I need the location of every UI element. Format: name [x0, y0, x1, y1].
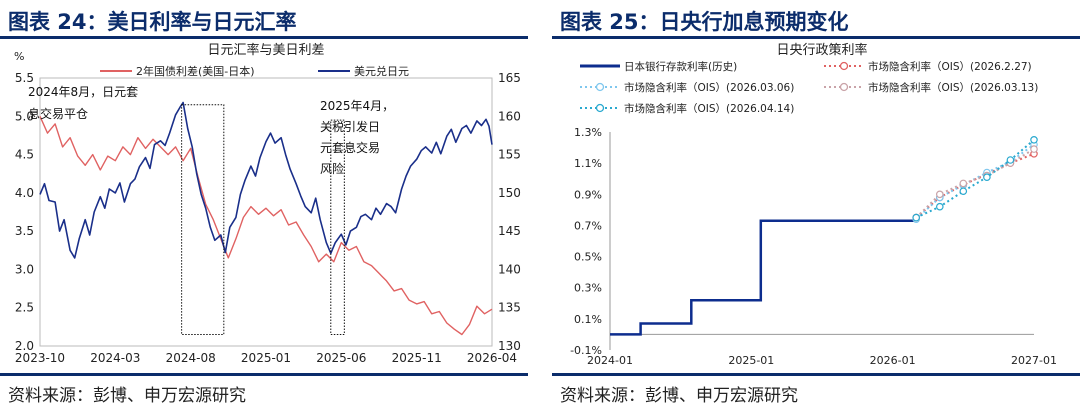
x-tick-label: 2027-01 — [1011, 354, 1057, 367]
boj-policy-rate-chart: 日央行政策利率 -0.1% 0.1% 0.3% 0.5% 0.7% 0.9% 1.1% 1.3%… — [570, 42, 1057, 367]
rate-diff-fx-chart: 日元汇率与美日利差% 2.0 2.5 3.0 3.5 4.0 4.5 5.0 5.5 130 135… — [14, 42, 521, 365]
x-tick-label: 2025-01 — [241, 351, 291, 365]
series-line-usdjpy — [39, 101, 493, 259]
annotation-text-2: 风险 — [320, 161, 344, 176]
y-right-tick-label: 140 — [498, 262, 521, 276]
annotation-text-2: 关税引发日 — [320, 119, 380, 134]
legend-label: 日本银行存款利率(历史) — [624, 60, 737, 73]
legend-label: 市场隐含利率（OIS）(2026.04.14) — [624, 102, 794, 115]
x-tick-label: 2025-01 — [728, 354, 774, 367]
legend-label-rate-diff: 2年国债利差(美国-日本) — [136, 64, 255, 78]
figure-24-title: 图表 24：美日利率与日元汇率 — [8, 10, 297, 34]
chart-title: 日央行政策利率 — [776, 42, 867, 58]
annotation-text-1: 2024年8月，日元套 — [28, 85, 138, 99]
series-point-ois — [959, 179, 968, 188]
figure-24-bottom-rule — [0, 373, 528, 376]
series-line-ois — [915, 152, 1035, 219]
legend-marker-ois — [595, 82, 605, 92]
y-left-tick-label: 4.0 — [15, 186, 34, 200]
series-point-ois — [1030, 136, 1038, 144]
y-right-tick-label: 130 — [498, 339, 521, 353]
series-point-ois — [912, 213, 921, 222]
figure-25-source: 资料来源：彭博、申万宏源研究 — [560, 386, 798, 406]
x-tick-label: 2026-01 — [870, 354, 916, 367]
x-tick-label: 2025-11 — [392, 351, 442, 365]
figure-25-bottom-rule — [552, 373, 1080, 376]
figure-24-panel: 图表 24：美日利率与日元汇率 日元汇率与美日利差% 2.0 2.5 3.0 3.5 4.… — [0, 0, 528, 408]
series-point-ois — [935, 202, 944, 211]
annotation-box-1 — [181, 104, 225, 336]
y-tick-label: 0.9% — [574, 188, 602, 201]
y-left-tick-label: 5.0 — [15, 109, 34, 123]
series-line-history — [610, 219, 917, 336]
chart-title: 日元汇率与美日利差 — [207, 42, 324, 58]
x-tick-label: 2024-08 — [166, 351, 216, 365]
y-left-tick-label: 2.0 — [15, 339, 34, 353]
series-point-ois — [1006, 156, 1015, 164]
series-point-ois — [1030, 145, 1038, 153]
figure-24-source: 资料来源：彭博、申万宏源研究 — [8, 386, 246, 406]
legend-marker-ois — [839, 82, 849, 92]
x-tick-label: 2025-06 — [316, 351, 366, 365]
figure-25-title: 图表 25：日央行加息预期变化 — [560, 10, 849, 34]
y-right-tick-label: 150 — [498, 186, 521, 200]
legend-label: 市场隐含利率（OIS）(2026.2.27) — [868, 60, 1032, 73]
series-line-ois — [915, 139, 1035, 219]
x-tick-label: 2024-03 — [90, 351, 140, 365]
legend-marker-ois — [839, 61, 849, 71]
legend-marker-ois — [595, 103, 605, 113]
y-tick-label: 0.7% — [574, 219, 602, 232]
y-left-tick-label: 4.5 — [15, 148, 34, 162]
y-right-tick-label: 165 — [498, 71, 521, 85]
x-tick-label: 2024-01 — [587, 354, 633, 367]
series-line-ois — [915, 148, 1035, 219]
plot-frame — [39, 77, 493, 347]
y-right-tick-label: 155 — [498, 148, 521, 162]
x-tick-label: 2023-10 — [15, 351, 65, 365]
annotation-text-2: 元套息交易 — [320, 140, 380, 155]
figure-25-top-rule — [552, 36, 1080, 39]
y-tick-label: -0.1% — [570, 344, 602, 357]
y-right-tick-label: 135 — [498, 301, 521, 315]
y-tick-label: 0.5% — [574, 251, 602, 264]
y-right-tick-label: 160 — [498, 109, 521, 123]
legend-label: 市场隐含利率（OIS）(2026.03.06) — [624, 81, 794, 94]
legend-label-usdjpy: 美元兑日元 — [354, 64, 409, 78]
series-line-rate-diff — [39, 116, 493, 336]
series-point-ois — [983, 173, 991, 182]
y-left-tick-label: 5.5 — [15, 71, 34, 85]
annotation-text-2: 2025年4月， — [320, 99, 394, 113]
annotation-box-2 — [330, 119, 345, 336]
annotation-text-1: 息交易平仓 — [28, 106, 88, 121]
series-point-ois — [935, 190, 944, 199]
y-right-tick-label: 145 — [498, 224, 521, 238]
left-axis-unit: % — [14, 50, 24, 63]
figure-24-top-rule — [0, 36, 528, 39]
y-left-tick-label: 3.0 — [15, 262, 34, 276]
y-left-tick-label: 3.5 — [15, 224, 34, 238]
series-line-ois — [915, 143, 1035, 220]
y-left-tick-label: 2.5 — [15, 301, 34, 315]
x-tick-label: 2026-04 — [467, 351, 517, 365]
y-tick-label: 0.1% — [574, 313, 602, 326]
y-tick-label: 1.3% — [574, 126, 602, 139]
figure-25-panel: 图表 25：日央行加息预期变化 日央行政策利率 -0.1% 0.1% 0.3% 0.5%… — [552, 0, 1080, 408]
y-tick-label: 0.3% — [574, 282, 602, 295]
y-tick-label: 1.1% — [574, 157, 602, 170]
series-point-ois — [959, 187, 968, 196]
legend-label: 市场隐含利率（OIS）(2026.03.13) — [868, 81, 1038, 94]
